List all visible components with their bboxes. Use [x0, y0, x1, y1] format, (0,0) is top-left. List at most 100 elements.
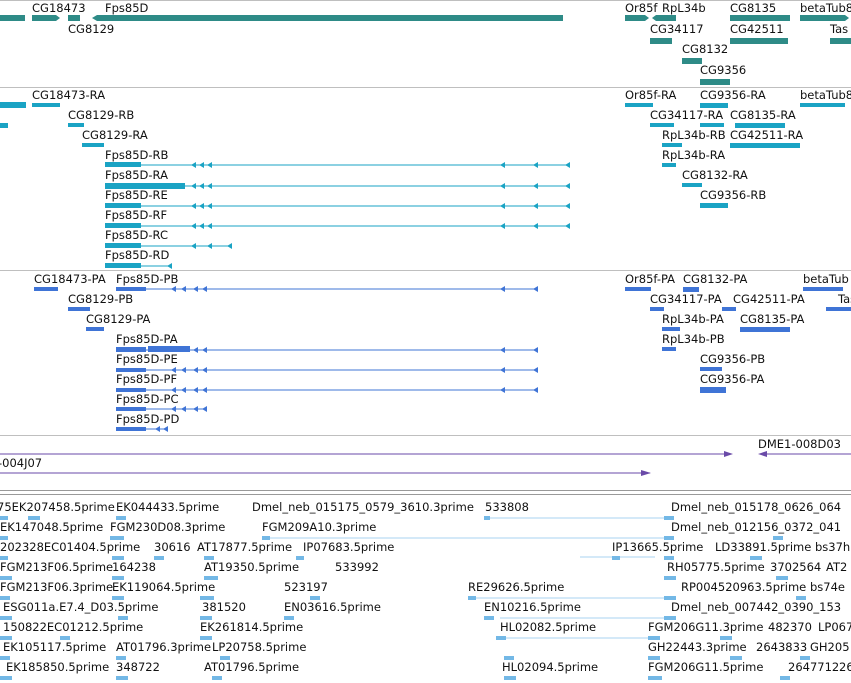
- est-label[interactable]: 523197: [284, 580, 328, 594]
- est-label[interactable]: EK147048.5prime: [0, 520, 104, 534]
- protein-track-features[interactable]: [34, 286, 851, 432]
- clone-track-features[interactable]: [0, 451, 851, 476]
- est-label[interactable]: 75EK207458.5prime: [0, 500, 115, 514]
- gene-label-cg8135[interactable]: CG8135: [730, 1, 777, 15]
- est-label[interactable]: FGM230D08.3prime: [110, 520, 226, 534]
- est-label[interactable]: LP067: [818, 620, 851, 634]
- est-label[interactable]: EK261814.5prime: [200, 620, 304, 634]
- gene-label-cg8129[interactable]: CG8129: [68, 22, 115, 36]
- est-label[interactable]: HL02082.5prime: [500, 620, 597, 634]
- est-label[interactable]: 2647712: [788, 660, 840, 674]
- gene-label-cg8132[interactable]: CG8132: [682, 42, 729, 56]
- protein-label[interactable]: CG18473-PA: [34, 272, 106, 286]
- transcript-label[interactable]: betaTub8: [800, 88, 851, 102]
- est-label[interactable]: 26: [839, 660, 851, 674]
- protein-label[interactable]: RpL34b-PB: [662, 332, 725, 346]
- est-label[interactable]: IP13665.5prime: [612, 540, 704, 554]
- est-label[interactable]: ESG011a.E7.4_D03.5prime: [3, 600, 159, 614]
- transcript-label[interactable]: CG9356-RA: [700, 88, 766, 102]
- est-label[interactable]: 150822EC01212.5prime: [3, 620, 144, 634]
- est-label[interactable]: AT01796.3prime: [116, 640, 212, 654]
- transcript-label[interactable]: CG42511-RA: [730, 128, 804, 142]
- est-label[interactable]: RP004520963.5prime: [681, 580, 807, 594]
- protein-label[interactable]: CG42511-PA: [733, 292, 805, 306]
- est-label[interactable]: bs37h: [815, 540, 851, 554]
- est-label[interactable]: FGM209A10.3prime: [262, 520, 377, 534]
- est-label[interactable]: Dmel_neb_015178_0626_064: [671, 500, 842, 514]
- est-label[interactable]: 164238: [112, 560, 156, 574]
- est-label[interactable]: 533992: [335, 560, 379, 574]
- gene-bar[interactable]: [830, 38, 851, 44]
- protein-label[interactable]: CG8135-PA: [740, 312, 805, 326]
- est-label[interactable]: EN03616.5prime: [284, 600, 381, 614]
- est-label[interactable]: 482370: [768, 620, 812, 634]
- est-label[interactable]: 2643833: [756, 640, 808, 654]
- est-label[interactable]: RH05775.5prime: [667, 560, 765, 574]
- transcript-label[interactable]: Or85f-RA: [625, 88, 677, 102]
- gene-label-tas[interactable]: Tas: [830, 22, 849, 36]
- est-label[interactable]: LP20758.5prime: [212, 640, 307, 654]
- protein-label[interactable]: RpL34b-PA: [662, 312, 724, 326]
- est-label[interactable]: 202328EC01404.5prime: [0, 540, 141, 554]
- gene-bar[interactable]: [682, 58, 702, 64]
- protein-label[interactable]: CG9356-PB: [700, 352, 766, 366]
- est-label[interactable]: RE29626.5prime: [468, 580, 565, 594]
- gene-label-cg9356[interactable]: CG9356: [700, 63, 747, 77]
- transcript-label[interactable]: CG8132-RA: [682, 168, 748, 182]
- est-label[interactable]: EK044433.5prime: [116, 500, 220, 514]
- protein-label[interactable]: CG9356-PA: [700, 372, 765, 386]
- protein-label[interactable]: Fps85D-PB: [116, 272, 179, 286]
- transcript-label[interactable]: CG9356-RB: [700, 188, 767, 202]
- gene-bar[interactable]: [32, 15, 60, 21]
- est-label[interactable]: LD33891.5prime: [715, 540, 812, 554]
- gene-bar[interactable]: [652, 15, 676, 21]
- protein-label[interactable]: CG8132-PA: [683, 272, 748, 286]
- est-label[interactable]: FGM206G11.3prime: [648, 620, 764, 634]
- transcript-label[interactable]: RpL34b-RB: [662, 128, 726, 142]
- est-label[interactable]: AT2: [826, 560, 848, 574]
- protein-label[interactable]: betaTub: [803, 272, 849, 286]
- protein-label[interactable]: Tas: [838, 292, 851, 306]
- est-label[interactable]: 3702564: [770, 560, 822, 574]
- protein-label[interactable]: Fps85D-PE: [116, 352, 178, 366]
- est-label[interactable]: 381520: [202, 600, 246, 614]
- transcript-label[interactable]: CG18473-RA: [32, 88, 106, 102]
- transcript-label[interactable]: Fps85D-RC: [105, 228, 168, 242]
- protein-label[interactable]: CG8129-PB: [68, 292, 134, 306]
- protein-label[interactable]: CG8129-PA: [86, 312, 151, 326]
- transcript-label[interactable]: Fps85D-RB: [105, 148, 169, 162]
- transcript-label[interactable]: Fps85D-RE: [105, 188, 168, 202]
- est-label[interactable]: GH205: [810, 640, 850, 654]
- transcript-label[interactable]: RpL34b-RA: [662, 148, 726, 162]
- gene-bar[interactable]: [730, 38, 788, 44]
- gene-label-cg34117[interactable]: CG34117: [650, 22, 704, 36]
- est-label[interactable]: EK185850.5prime: [6, 660, 110, 674]
- transcript-label[interactable]: CG8129-RB: [68, 108, 135, 122]
- transcript-track-features[interactable]: [0, 102, 845, 269]
- transcript-label[interactable]: Fps85D-RD: [105, 248, 170, 262]
- est-label[interactable]: AT01796.5prime: [204, 660, 300, 674]
- est-label[interactable]: FGM213F06.5prime: [0, 560, 114, 574]
- transcript-label[interactable]: CG8129-RA: [82, 128, 148, 142]
- protein-label[interactable]: Fps85D-PC: [116, 392, 179, 406]
- gene-label-betatub[interactable]: betaTub8: [800, 1, 851, 15]
- est-label[interactable]: EK119064.5prime: [112, 580, 216, 594]
- protein-label[interactable]: CG34117-PA: [650, 292, 722, 306]
- gene-label-fps85d[interactable]: Fps85D: [105, 1, 149, 15]
- gene-bar[interactable]: [0, 15, 25, 21]
- gene-bar[interactable]: [700, 79, 730, 85]
- gene-bar[interactable]: [625, 15, 649, 21]
- est-label[interactable]: IP07683.5prime: [303, 540, 395, 554]
- transcript-label[interactable]: Fps85D-RF: [105, 208, 168, 222]
- gene-bar[interactable]: [68, 15, 80, 21]
- gene-bar[interactable]: [800, 15, 849, 21]
- est-label[interactable]: 533808: [485, 500, 529, 514]
- est-label[interactable]: 30616: [154, 540, 191, 554]
- est-label[interactable]: AT17877.5prime: [197, 540, 293, 554]
- gene-label-or85f[interactable]: Or85f: [625, 1, 658, 15]
- transcript-label[interactable]: CG34117-RA: [650, 108, 724, 122]
- clone-label[interactable]: -004J07: [0, 456, 43, 470]
- clone-label[interactable]: DME1-008D03: [758, 437, 841, 451]
- gene-label-cg42511[interactable]: CG42511: [730, 22, 784, 36]
